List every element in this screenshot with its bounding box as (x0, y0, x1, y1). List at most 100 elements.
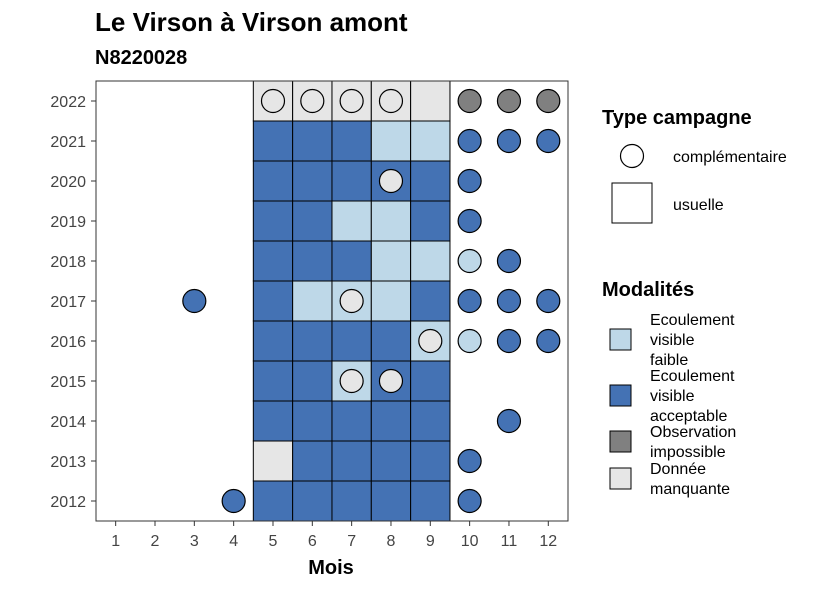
complementaire-point (300, 88, 325, 114)
complementaire-point (457, 128, 482, 154)
x-axis-title: Mois (308, 557, 354, 579)
complementaire-point (221, 488, 246, 514)
complementaire-point (496, 128, 522, 154)
y-tick-label: 2017 (50, 294, 86, 311)
y-tick-label: 2014 (50, 414, 86, 431)
y-tick-label: 2019 (50, 214, 86, 231)
x-tick-label: 9 (426, 533, 435, 550)
legend-label-line: impossible (650, 444, 726, 461)
usuelle-cell (292, 200, 333, 242)
usuelle-cell (410, 200, 451, 242)
chart-subtitle: N8220028 (95, 47, 187, 69)
legend-label-usuelle: usuelle (673, 197, 724, 214)
x-tick-label: 7 (347, 533, 356, 550)
usuelle-cell (410, 280, 451, 322)
complementaire-point (536, 128, 561, 154)
usuelle-cell (252, 160, 294, 202)
usuelle-cell (292, 240, 333, 282)
x-tick-label: 3 (190, 533, 199, 550)
legend-label-line: visible (650, 388, 695, 405)
legend-key-usuelle (611, 182, 653, 224)
complementaire-point (457, 288, 482, 314)
usuelle-cell (331, 400, 372, 442)
legend-label-faible: Ecoulement visible faible (650, 312, 735, 369)
usuelle-cell (252, 320, 294, 362)
usuelle-cell (410, 80, 451, 122)
complementaire-point (536, 88, 561, 114)
legend-label-line: Donnée (650, 461, 706, 478)
usuelle-cell (292, 440, 333, 482)
usuelle-cell (252, 280, 294, 322)
usuelle-cell (292, 400, 333, 442)
complementaire-point (457, 88, 482, 114)
usuelle-cell (410, 480, 451, 522)
usuelle-cell (410, 240, 451, 282)
usuelle-cell (331, 320, 372, 362)
usuelle-cell (370, 440, 412, 482)
usuelle-cell (252, 200, 294, 242)
complementaire-point (496, 408, 522, 434)
usuelle-cell (370, 240, 412, 282)
usuelle-cell (252, 360, 294, 402)
chart-title: Le Virson à Virson amont (95, 7, 408, 37)
complementaire-point (378, 88, 404, 114)
y-tick-label: 2021 (50, 134, 86, 151)
y-tick-label: 2015 (50, 374, 86, 391)
complementaire-point (536, 328, 561, 354)
usuelle-cell (331, 120, 372, 162)
usuelle-cell (252, 400, 294, 442)
y-tick-label: 2018 (50, 254, 86, 271)
complementaire-point (457, 488, 482, 514)
usuelle-cell (410, 360, 451, 402)
usuelle-cell (410, 400, 451, 442)
usuelle-cell (331, 160, 372, 202)
legend-key-impossible (609, 430, 632, 453)
legend-label-line: Observation (650, 424, 736, 441)
complementaire-points (182, 88, 561, 514)
x-tick-label: 10 (461, 533, 479, 550)
complementaire-point (339, 288, 364, 314)
usuelle-cell (331, 440, 372, 482)
complementaire-point (457, 328, 482, 354)
complementaire-point (378, 368, 404, 394)
legend-type-title: Type campagne (602, 107, 752, 129)
x-tick-label: 5 (269, 533, 278, 550)
complementaire-point (418, 328, 443, 354)
complementaire-point (457, 208, 482, 234)
usuelle-cell (331, 200, 372, 242)
legend-label-line: visible (650, 332, 695, 349)
legend-label-line: manquante (650, 481, 730, 498)
legend-modalites: Modalités Ecoulement visible faibleEcoulem… (602, 279, 736, 498)
y-tick-label: 2013 (50, 454, 86, 471)
x-tick-label: 6 (308, 533, 317, 550)
complementaire-point (457, 448, 482, 474)
x-tick-label: 4 (229, 533, 238, 550)
usuelle-cell (292, 320, 333, 362)
complementaire-point (339, 88, 364, 114)
legend-label-line: faible (650, 352, 688, 369)
usuelle-cell (331, 480, 372, 522)
legend-label-line: Ecoulement (650, 368, 735, 385)
complementaire-point (496, 88, 522, 114)
complementaire-point (182, 288, 207, 314)
x-axis: 1 2 3 4 5 6 7 8 9 10 11 12 (111, 521, 557, 550)
complementaire-point (457, 168, 482, 194)
usuelle-cell (410, 440, 451, 482)
usuelle-cell (370, 280, 412, 322)
usuelle-cell (370, 200, 412, 242)
legend-label-line: Ecoulement (650, 312, 735, 329)
x-tick-label: 12 (539, 533, 557, 550)
x-tick-label: 1 (111, 533, 120, 550)
usuelle-cell (410, 160, 451, 202)
complementaire-point (496, 328, 522, 354)
usuelle-cell (292, 280, 333, 322)
usuelle-cell (292, 120, 333, 162)
legend-type-campagne: Type campagne complémentaire usuelle (602, 107, 787, 224)
usuelle-cell (370, 120, 412, 162)
complementaire-point (378, 168, 404, 194)
legend-key-faible (609, 328, 632, 351)
complementaire-point (260, 88, 286, 114)
legend-modalites-title: Modalités (602, 279, 694, 301)
legend-label-acceptable: Ecoulement visible acceptable (650, 368, 735, 425)
